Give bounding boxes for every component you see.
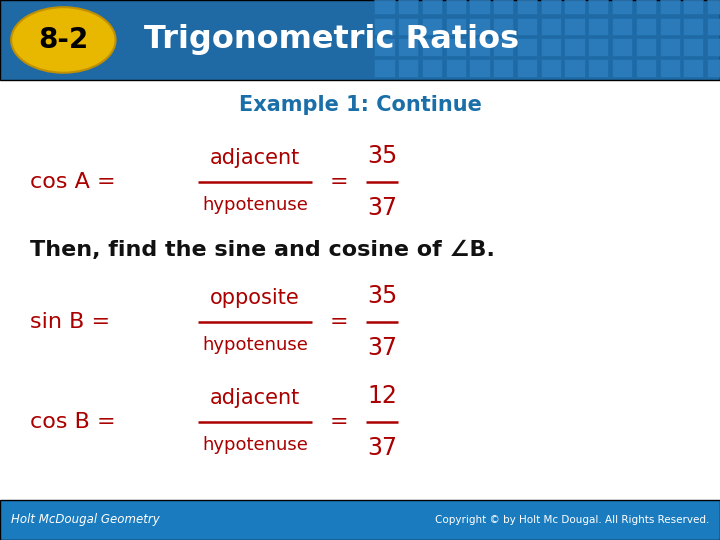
FancyBboxPatch shape <box>612 59 632 77</box>
FancyBboxPatch shape <box>660 18 680 35</box>
Text: Trigonometric Ratios: Trigonometric Ratios <box>144 24 519 56</box>
FancyBboxPatch shape <box>707 18 720 35</box>
FancyBboxPatch shape <box>612 38 632 56</box>
Text: =: = <box>330 312 348 332</box>
Text: 35: 35 <box>367 144 397 168</box>
FancyBboxPatch shape <box>374 38 395 56</box>
FancyBboxPatch shape <box>588 18 608 35</box>
FancyBboxPatch shape <box>422 38 442 56</box>
FancyBboxPatch shape <box>660 0 680 15</box>
FancyBboxPatch shape <box>564 59 585 77</box>
FancyBboxPatch shape <box>541 38 561 56</box>
Text: adjacent: adjacent <box>210 388 300 408</box>
Text: hypotenuse: hypotenuse <box>202 436 308 454</box>
Text: 12: 12 <box>367 383 397 408</box>
FancyBboxPatch shape <box>636 59 656 77</box>
Text: Example 1: Continue: Example 1: Continue <box>238 95 482 115</box>
FancyBboxPatch shape <box>398 59 418 77</box>
FancyBboxPatch shape <box>683 59 703 77</box>
Text: Copyright © by Holt Mc Dougal. All Rights Reserved.: Copyright © by Holt Mc Dougal. All Right… <box>435 515 709 525</box>
FancyBboxPatch shape <box>683 0 703 15</box>
FancyBboxPatch shape <box>0 0 720 80</box>
Text: adjacent: adjacent <box>210 148 300 168</box>
FancyBboxPatch shape <box>446 38 466 56</box>
FancyBboxPatch shape <box>707 0 720 15</box>
Text: Holt McDougal Geometry: Holt McDougal Geometry <box>11 513 160 526</box>
FancyBboxPatch shape <box>422 0 442 15</box>
Text: 35: 35 <box>367 284 397 308</box>
FancyBboxPatch shape <box>707 38 720 56</box>
Text: =: = <box>330 411 348 431</box>
FancyBboxPatch shape <box>398 0 418 15</box>
FancyBboxPatch shape <box>517 38 537 56</box>
FancyBboxPatch shape <box>517 59 537 77</box>
FancyBboxPatch shape <box>469 0 490 15</box>
Text: =: = <box>330 172 348 192</box>
Text: sin B =: sin B = <box>30 312 110 332</box>
Text: opposite: opposite <box>210 288 300 308</box>
FancyBboxPatch shape <box>517 18 537 35</box>
FancyBboxPatch shape <box>374 59 395 77</box>
FancyBboxPatch shape <box>469 59 490 77</box>
FancyBboxPatch shape <box>398 18 418 35</box>
FancyBboxPatch shape <box>446 0 466 15</box>
FancyBboxPatch shape <box>446 18 466 35</box>
FancyBboxPatch shape <box>588 59 608 77</box>
Text: 37: 37 <box>367 196 397 220</box>
Text: 37: 37 <box>367 436 397 460</box>
FancyBboxPatch shape <box>517 0 537 15</box>
FancyBboxPatch shape <box>469 18 490 35</box>
FancyBboxPatch shape <box>588 0 608 15</box>
FancyBboxPatch shape <box>636 0 656 15</box>
Ellipse shape <box>12 7 115 73</box>
Text: 8-2: 8-2 <box>38 26 89 54</box>
FancyBboxPatch shape <box>541 59 561 77</box>
FancyBboxPatch shape <box>564 38 585 56</box>
FancyBboxPatch shape <box>0 500 720 540</box>
FancyBboxPatch shape <box>612 18 632 35</box>
FancyBboxPatch shape <box>564 0 585 15</box>
FancyBboxPatch shape <box>422 59 442 77</box>
FancyBboxPatch shape <box>374 18 395 35</box>
FancyBboxPatch shape <box>588 38 608 56</box>
FancyBboxPatch shape <box>541 18 561 35</box>
FancyBboxPatch shape <box>446 59 466 77</box>
FancyBboxPatch shape <box>707 59 720 77</box>
FancyBboxPatch shape <box>469 38 490 56</box>
Text: cos B =: cos B = <box>30 411 116 431</box>
FancyBboxPatch shape <box>374 0 395 15</box>
Text: 37: 37 <box>367 336 397 360</box>
FancyBboxPatch shape <box>398 38 418 56</box>
FancyBboxPatch shape <box>493 18 513 35</box>
FancyBboxPatch shape <box>683 38 703 56</box>
FancyBboxPatch shape <box>636 18 656 35</box>
Text: hypotenuse: hypotenuse <box>202 196 308 214</box>
Text: cos A =: cos A = <box>30 172 116 192</box>
FancyBboxPatch shape <box>660 38 680 56</box>
FancyBboxPatch shape <box>564 18 585 35</box>
FancyBboxPatch shape <box>493 59 513 77</box>
Text: hypotenuse: hypotenuse <box>202 336 308 354</box>
FancyBboxPatch shape <box>612 0 632 15</box>
Text: Then, find the sine and cosine of ∠B.: Then, find the sine and cosine of ∠B. <box>30 240 495 260</box>
FancyBboxPatch shape <box>422 18 442 35</box>
FancyBboxPatch shape <box>636 38 656 56</box>
FancyBboxPatch shape <box>493 38 513 56</box>
FancyBboxPatch shape <box>660 59 680 77</box>
FancyBboxPatch shape <box>493 0 513 15</box>
FancyBboxPatch shape <box>683 18 703 35</box>
FancyBboxPatch shape <box>541 0 561 15</box>
